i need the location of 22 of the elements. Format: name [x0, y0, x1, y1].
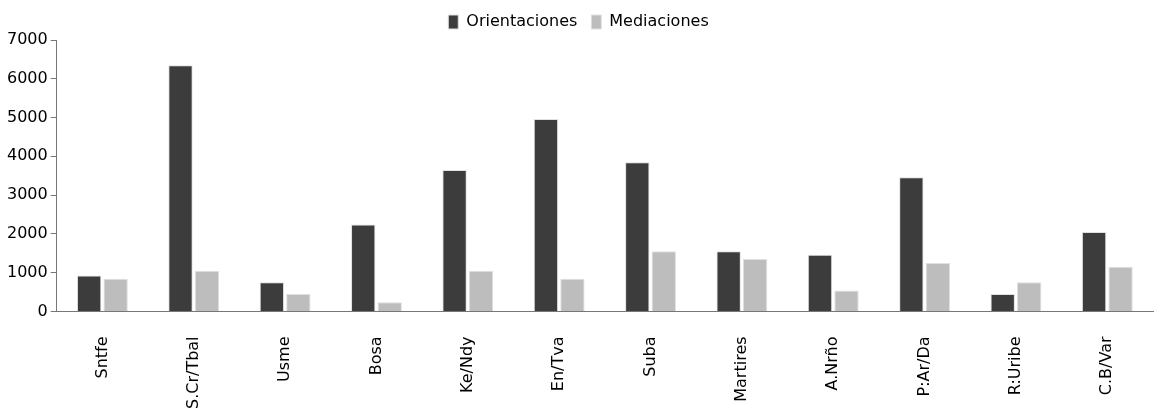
y-tick-label: 6000 [7, 67, 48, 87]
y-tick-label: 4000 [7, 145, 48, 165]
y-tick-label: 2000 [7, 223, 48, 243]
legend-label: Mediaciones [609, 11, 709, 31]
y-tick-label: 5000 [7, 106, 48, 126]
y-tick-label: 1000 [7, 261, 48, 281]
x-tick-label: Usme [274, 336, 294, 382]
y-tick-label: 3000 [7, 184, 48, 204]
x-tick-label: Ke/Ndy [456, 336, 476, 393]
x-tick-label: S.Cr/Tbal [182, 336, 202, 409]
x-tick-label: Martires [731, 336, 751, 402]
x-tick-label: A.Nrño [822, 336, 842, 391]
legend-label: Orientaciones [466, 11, 578, 31]
x-tick-label: P:Ar/Da [913, 336, 933, 397]
x-tick-label: R:Uribe [1005, 336, 1025, 396]
x-tick-label: Bosa [365, 336, 385, 376]
x-tick-label: C.B/Var [1096, 336, 1116, 396]
x-tick-label: Sntfe [91, 336, 111, 379]
y-tick-label: 7000 [7, 29, 48, 49]
y-tick-label: 0 [37, 300, 48, 320]
x-tick-label: En/Tva [548, 336, 568, 392]
x-tick-label: Suba [639, 336, 659, 377]
